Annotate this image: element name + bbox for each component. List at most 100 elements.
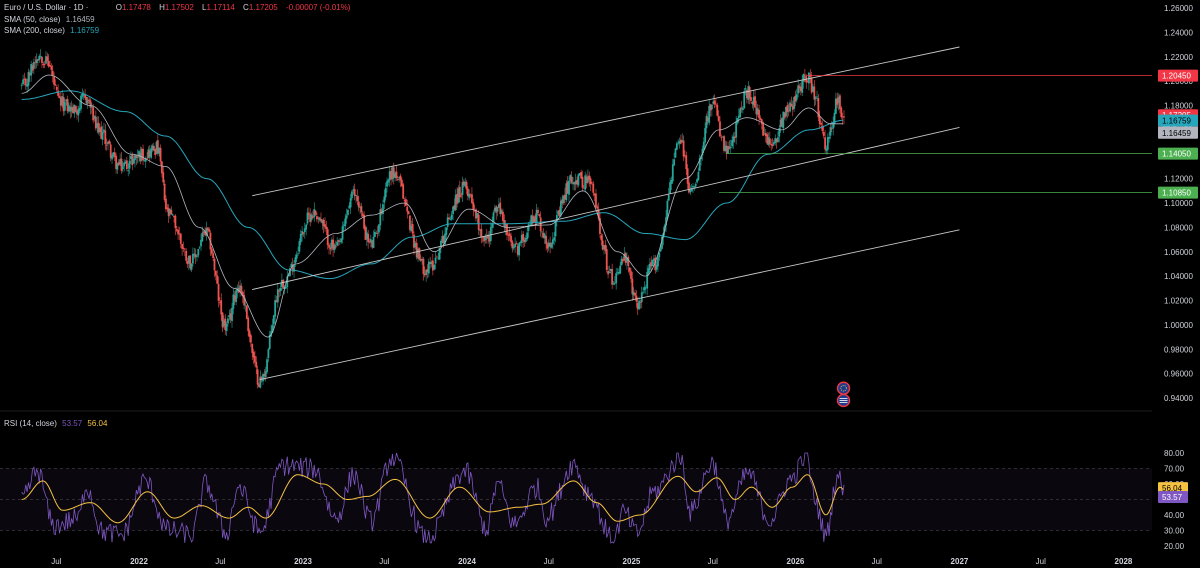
candle-body <box>440 240 442 247</box>
price-tick-label: 1.22000 <box>1164 53 1193 62</box>
candle-body <box>348 205 351 209</box>
candle-body <box>706 117 709 122</box>
time-tick-label: Jul <box>544 557 554 566</box>
candle-body <box>679 139 682 144</box>
candle-body <box>493 207 496 212</box>
candle-body <box>507 234 510 236</box>
candle-body <box>241 291 244 297</box>
symbol-title[interactable]: Euro / U.S. Dollar · 1D · <box>4 3 89 12</box>
sma50-legend[interactable]: SMA (50, close) 1.16459 <box>4 14 98 26</box>
candle-body <box>783 112 786 118</box>
candle-body <box>268 334 271 350</box>
candle-body <box>406 206 409 212</box>
candle-body <box>386 181 388 187</box>
candle-body <box>183 248 186 250</box>
channel-line-middle[interactable] <box>252 126 960 290</box>
candle-body <box>510 235 512 243</box>
candle-body <box>99 128 101 133</box>
candle-body <box>266 359 268 372</box>
rsi-legend[interactable]: RSI (14, close) 53.57 56.04 <box>4 418 110 430</box>
candle-body <box>651 259 654 267</box>
candle-body <box>125 160 128 169</box>
candle-body <box>462 181 465 186</box>
candle-body <box>379 209 382 226</box>
candle-body <box>434 257 437 264</box>
candle-body <box>128 160 131 169</box>
candle-body <box>162 172 165 183</box>
candle-body <box>310 214 313 221</box>
candle-body <box>787 110 790 112</box>
sma200-line <box>21 90 844 280</box>
candle-body <box>724 145 727 152</box>
candle-body <box>388 171 391 181</box>
candle-body <box>778 128 781 137</box>
candle-body <box>63 102 66 111</box>
candle-body <box>259 376 262 388</box>
candle-body <box>454 194 457 211</box>
candle-body <box>520 234 523 244</box>
candle-body <box>697 171 700 181</box>
candle-body <box>227 318 229 324</box>
candle-body <box>797 85 800 94</box>
candle-body <box>123 162 126 167</box>
candle-body <box>803 74 806 76</box>
eu-flag-stars <box>840 385 847 392</box>
candle-body <box>719 121 721 137</box>
candle-body <box>353 189 356 196</box>
candle-body <box>255 361 258 368</box>
candle-body <box>212 253 215 258</box>
candle-body <box>181 244 184 249</box>
candle-body <box>812 86 814 92</box>
candle-body <box>321 219 324 224</box>
candle-body <box>818 116 821 124</box>
candle-body <box>798 86 801 89</box>
candle-body <box>539 217 542 232</box>
channel-line-lower[interactable] <box>259 229 960 381</box>
candle-body <box>39 56 42 57</box>
candle-body <box>767 137 770 145</box>
candle-body <box>752 96 755 106</box>
candle-body <box>359 207 361 209</box>
candle-body <box>549 242 552 247</box>
candle-body <box>262 374 264 382</box>
candle-body <box>578 172 581 175</box>
candle-body <box>694 183 697 187</box>
candle-body <box>32 62 35 69</box>
candle-body <box>739 108 742 117</box>
candle-body <box>236 288 239 292</box>
candle-body <box>132 158 135 164</box>
candle-body <box>394 173 397 179</box>
eu-flag-icon[interactable] <box>836 381 851 395</box>
candle-body <box>673 159 676 166</box>
candle-body <box>489 227 492 241</box>
candle-body <box>154 149 157 156</box>
close-value: 1.17205 <box>248 3 278 12</box>
candle-body <box>565 183 568 201</box>
candle-body <box>616 272 619 274</box>
candle-body <box>325 226 328 230</box>
candle-body <box>426 269 429 273</box>
candle-body <box>311 216 314 218</box>
candle-body <box>127 170 130 172</box>
candle-body <box>577 174 580 186</box>
candle-body <box>340 238 343 243</box>
candle-body <box>834 98 837 114</box>
channel-line-upper[interactable] <box>252 46 960 197</box>
candle-body <box>267 349 270 358</box>
candle-body <box>764 132 767 137</box>
candle-body <box>285 286 287 289</box>
us-flag-icon[interactable] <box>836 393 851 408</box>
candle-body <box>666 200 669 219</box>
candle-body <box>816 96 818 98</box>
candle-body <box>458 186 461 198</box>
candle-body <box>754 96 756 108</box>
candle-body <box>747 86 750 100</box>
candle-body <box>644 287 647 289</box>
sma200-legend[interactable]: SMA (200, close) 1.16759 <box>4 25 102 37</box>
candle-body <box>243 295 246 306</box>
candle-body <box>626 257 628 263</box>
candle-body <box>111 155 113 160</box>
candle-body <box>534 215 537 223</box>
candle-body <box>620 258 623 266</box>
